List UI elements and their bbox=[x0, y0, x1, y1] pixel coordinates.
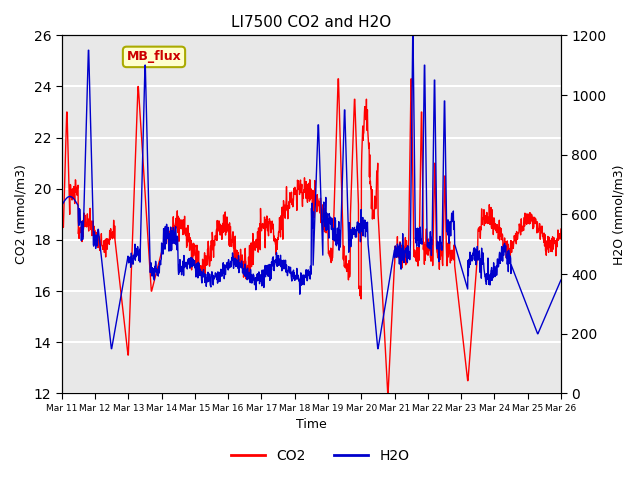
Title: LI7500 CO2 and H2O: LI7500 CO2 and H2O bbox=[231, 15, 392, 30]
X-axis label: Time: Time bbox=[296, 419, 326, 432]
Legend: CO2, H2O: CO2, H2O bbox=[225, 443, 415, 468]
Y-axis label: CO2 (mmol/m3): CO2 (mmol/m3) bbox=[15, 165, 28, 264]
Y-axis label: H2O (mmol/m3): H2O (mmol/m3) bbox=[612, 164, 625, 264]
Text: MB_flux: MB_flux bbox=[127, 50, 181, 63]
